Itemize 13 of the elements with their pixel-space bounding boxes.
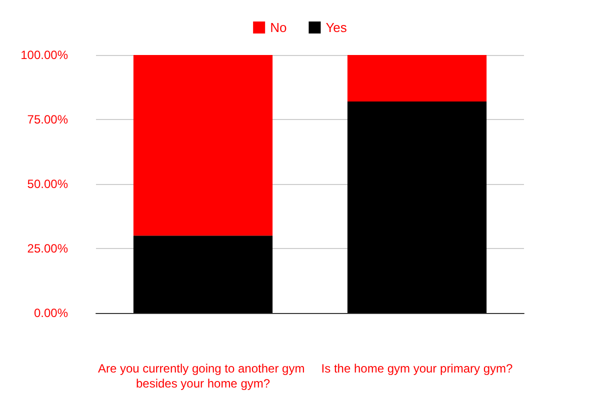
x-tick-label: Are you currently going to another gym besides your home gym? (98, 362, 308, 390)
x-tick-label: Is the home gym your primary gym? (321, 362, 514, 376)
y-tick-label: 50.00% (27, 177, 68, 191)
bar (133, 236, 273, 313)
y-tick-label: 0.00% (34, 306, 68, 320)
y-tick-label: 75.00% (27, 112, 68, 126)
legend-label: Yes (326, 20, 348, 35)
bar (347, 101, 487, 313)
y-tick-label: 100.00% (20, 48, 68, 62)
legend-label: No (270, 20, 287, 35)
y-tick-label: 25.00% (27, 242, 68, 256)
bar (347, 55, 487, 102)
bar (133, 55, 273, 236)
